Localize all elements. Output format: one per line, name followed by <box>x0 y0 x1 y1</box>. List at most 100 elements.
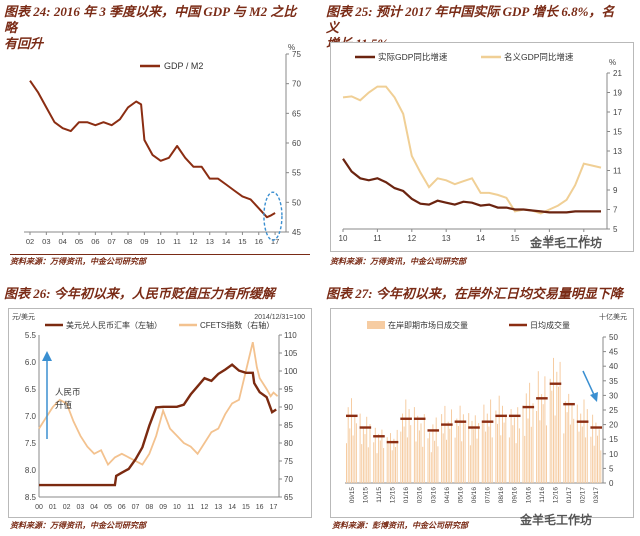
volume-bar <box>529 382 531 483</box>
y-tick-label-right: 110 <box>284 331 297 340</box>
panel-1-title-line2: 有回升 <box>4 36 44 51</box>
x-tick-label: 12 <box>407 234 416 243</box>
x-tick-label: 13 <box>206 237 214 246</box>
volume-bar <box>485 431 487 483</box>
volume-bar <box>495 410 497 483</box>
volume-bar <box>537 371 539 483</box>
y-tick-label: 13 <box>613 147 622 156</box>
volume-bar <box>573 418 575 483</box>
volume-bar <box>464 423 466 483</box>
legend-label-usdcny: 美元兑人民币汇率（左轴） <box>66 320 162 330</box>
x-tick-label: 01/17 <box>566 487 573 504</box>
volume-bar <box>539 420 541 483</box>
volume-bar <box>578 431 580 483</box>
volume-bar <box>459 405 461 483</box>
legend-label-avg: 日均成交量 <box>530 320 570 330</box>
volume-bar <box>559 361 561 483</box>
y-tick-label-left: 5.5 <box>25 331 37 340</box>
y-tick-label: 5 <box>609 464 614 473</box>
volume-bar <box>393 438 395 483</box>
volume-bar <box>491 437 493 483</box>
x-tick-label: 11/15 <box>376 487 383 503</box>
x-tick-label: 15 <box>511 234 520 243</box>
panel-1-title: 图表 24: 2016 年 3 季度以来，中国 GDP 与 M2 之比略 有回升 <box>4 4 304 51</box>
volume-bar <box>388 443 390 483</box>
volume-bar <box>461 441 463 483</box>
x-tick-label: 17 <box>271 237 279 246</box>
chart-gdp-growth: % 5 7 9 11 13 15 17 19 21 10 11 12 13 14 15 16 17 实际GDP同比增… <box>339 52 623 243</box>
y-tick-label-right: 95 <box>284 385 293 394</box>
volume-bar <box>432 424 434 483</box>
volume-bar <box>430 452 432 483</box>
volume-bar <box>437 446 439 483</box>
y-unit-left: 元/美元 <box>12 312 35 321</box>
volume-bar <box>522 405 524 483</box>
panel-3-source: 资料来源：万得资讯，中金公司研究部 <box>10 521 146 530</box>
volume-bar <box>524 435 526 483</box>
x-tick-label: 14 <box>222 237 230 246</box>
y-unit: % <box>609 58 616 67</box>
volume-bar <box>551 390 553 483</box>
y-tick-label: 15 <box>613 128 622 137</box>
y-tick-label: 65 <box>292 109 301 118</box>
volume-bar <box>571 404 573 483</box>
volume-bar <box>359 413 361 483</box>
legend-label-nominal: 名义GDP同比增速 <box>504 52 574 62</box>
volume-bar <box>510 409 512 483</box>
y-unit: % <box>288 43 295 52</box>
volume-bar <box>420 423 422 483</box>
volume-bar <box>378 433 380 483</box>
volume-bar <box>518 428 520 483</box>
x-tick-label: 02 <box>26 237 34 246</box>
volume-bar <box>566 412 568 483</box>
volume-bar <box>451 409 452 483</box>
volume-bar <box>454 437 456 483</box>
x-tick-label: 09/16 <box>512 487 519 504</box>
y-tick-label: 11 <box>613 167 622 176</box>
y-tick-label: 10 <box>609 450 618 459</box>
volume-bar <box>590 436 592 483</box>
volume-bar <box>361 444 363 483</box>
panel-rmb-fx: 图表 26: 今年初以来，人民币贬值压力有所缓解 元/美元 2014/12/31=… <box>4 286 316 536</box>
x-tick-label: 09 <box>140 237 148 246</box>
volume-bar <box>497 423 498 483</box>
volume-bar <box>564 401 566 483</box>
x-tick-label: 16 <box>256 504 264 511</box>
volume-bar <box>483 404 485 483</box>
x-tick-label: 12/15 <box>390 487 397 504</box>
volume-bar <box>376 453 378 483</box>
panel-1-title-line1: 图表 24: 2016 年 3 季度以来，中国 GDP 与 M2 之比略 <box>4 4 297 35</box>
legend-label-cfets: CFETS指数（右轴） <box>200 320 274 330</box>
volume-bar <box>474 415 476 483</box>
panel-4-title: 图表 27: 今年初以来，在岸外汇日均交易量明显下降 <box>326 286 626 322</box>
x-tick-label: 09 <box>159 504 167 511</box>
volume-bar <box>568 393 570 483</box>
highlight-ellipse <box>263 191 283 241</box>
x-tick-label: 08 <box>124 237 132 246</box>
volume-bar <box>364 434 366 483</box>
volume-bar <box>468 413 470 483</box>
volume-bar <box>462 414 464 483</box>
y-tick-label: 40 <box>609 362 618 371</box>
volume-bar <box>583 399 585 483</box>
x-tick-label: 08 <box>145 504 153 511</box>
volume-bar <box>417 415 419 483</box>
volume-bar <box>527 418 529 483</box>
trend-arrow-head <box>590 392 598 402</box>
y-tick-label: 50 <box>292 198 301 207</box>
y-tick-label: 15 <box>609 435 618 444</box>
panel-3-title-line1: 图表 26: 今年初以来，人民币贬值压力有所缓解 <box>4 286 275 301</box>
x-tick-label: 03 <box>42 237 50 246</box>
volume-bar <box>498 395 500 483</box>
volume-bar <box>593 445 595 483</box>
volume-bar <box>422 446 424 483</box>
legend-swatch-bars <box>367 321 385 329</box>
y-tick-label: 25 <box>609 406 618 415</box>
annotation-arrow-head <box>42 351 52 361</box>
x-tick-label: 06 <box>91 237 99 246</box>
volume-bar <box>576 404 578 483</box>
volume-bar <box>473 429 475 483</box>
x-tick-label: 07/16 <box>485 487 492 504</box>
series-line-real-gdp <box>342 158 601 214</box>
